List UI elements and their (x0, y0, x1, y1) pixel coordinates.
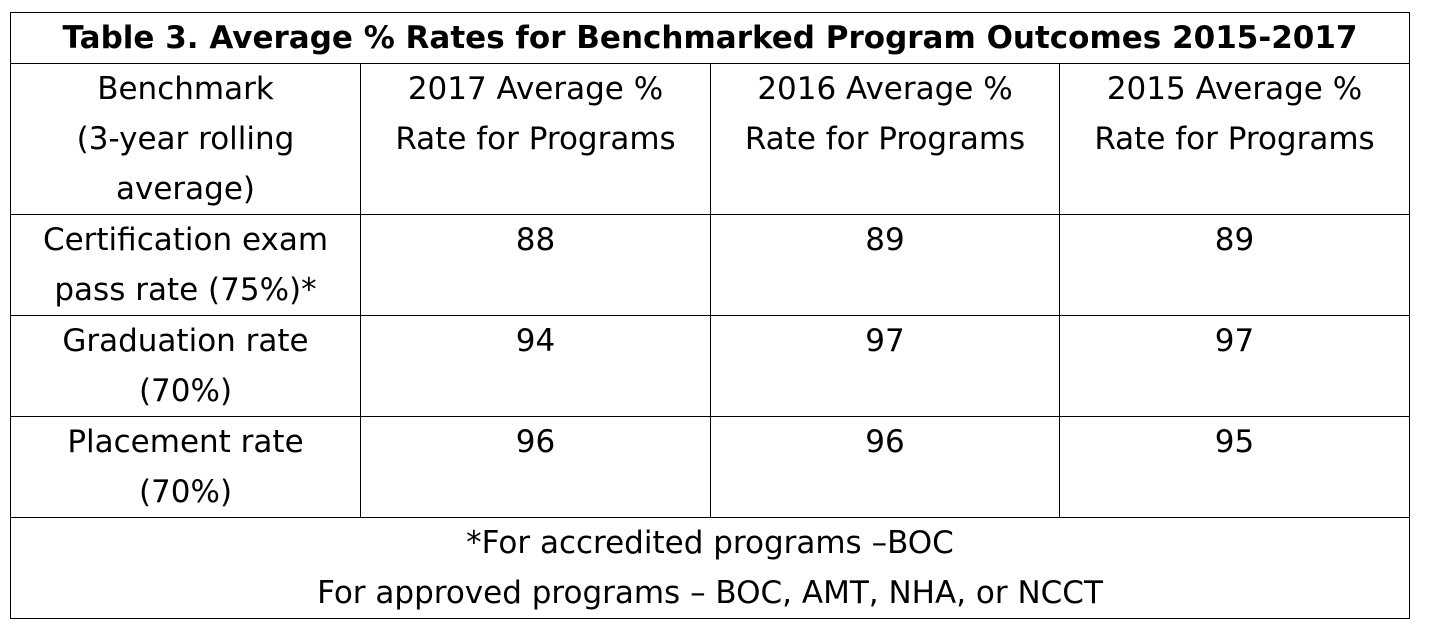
row-label-certification: Certification exam pass rate (75%)* (10, 214, 361, 316)
header-benchmark-line-3: average) (115, 171, 255, 207)
header-benchmark: Benchmark (3-year rolling average) (10, 63, 361, 215)
header-2015: 2015 Average % Rate for Programs (1058, 63, 1411, 215)
cell-graduation-2017: 94 (360, 315, 711, 417)
header-benchmark-line-2: (3-year rolling (76, 121, 295, 157)
row-label-line-1: Placement rate (67, 424, 304, 460)
header-row: Benchmark (3-year rolling average) 2017 … (10, 63, 1411, 215)
benchmark-outcomes-table: Table 3. Average % Rates for Benchmarked… (9, 12, 1411, 619)
row-label-placement: Placement rate (70%) (10, 416, 361, 518)
row-label-line-2: (70%) (138, 373, 233, 409)
table-footnote: *For accredited programs –BOC For approv… (9, 517, 1411, 619)
header-2016-line-1: 2016 Average % (757, 71, 1013, 107)
header-2017: 2017 Average % Rate for Programs (360, 63, 711, 215)
title-row: Table 3. Average % Rates for Benchmarked… (9, 12, 1411, 64)
header-2015-line-1: 2015 Average % (1106, 71, 1363, 107)
header-2017-line-2: Rate for Programs (395, 121, 676, 157)
header-2016-line-2: Rate for Programs (744, 121, 1026, 157)
footnote-line-1: *For accredited programs –BOC (466, 525, 954, 561)
cell-placement-2017: 96 (360, 416, 711, 518)
table-row-placement: Placement rate (70%) 96 96 95 (10, 416, 1411, 518)
cell-certification-2015: 89 (1058, 214, 1411, 316)
row-label-line-1: Graduation rate (62, 323, 309, 359)
header-benchmark-line-1: Benchmark (97, 71, 274, 107)
cell-certification-2017: 88 (360, 214, 711, 316)
row-label-line-2: pass rate (75%)* (54, 272, 317, 308)
cell-graduation-2015: 97 (1058, 315, 1411, 417)
row-label-graduation: Graduation rate (70%) (10, 315, 361, 417)
header-2015-line-2: Rate for Programs (1094, 121, 1375, 157)
cell-placement-2015: 95 (1058, 416, 1411, 518)
footnote-row: *For accredited programs –BOC For approv… (9, 517, 1411, 619)
table-title: Table 3. Average % Rates for Benchmarked… (9, 12, 1411, 64)
footnote-line-2: For approved programs – BOC, AMT, NHA, o… (317, 575, 1103, 611)
row-label-line-1: Certification exam (42, 222, 329, 258)
header-2017-line-1: 2017 Average % (407, 71, 664, 107)
header-2016: 2016 Average % Rate for Programs (710, 63, 1060, 215)
cell-placement-2016: 96 (710, 416, 1060, 518)
cell-graduation-2016: 97 (710, 315, 1060, 417)
cell-certification-2016: 89 (710, 214, 1060, 316)
row-label-line-2: (70%) (138, 474, 233, 510)
table-row-graduation: Graduation rate (70%) 94 97 97 (10, 315, 1411, 417)
table-row-certification: Certification exam pass rate (75%)* 88 8… (10, 214, 1411, 316)
